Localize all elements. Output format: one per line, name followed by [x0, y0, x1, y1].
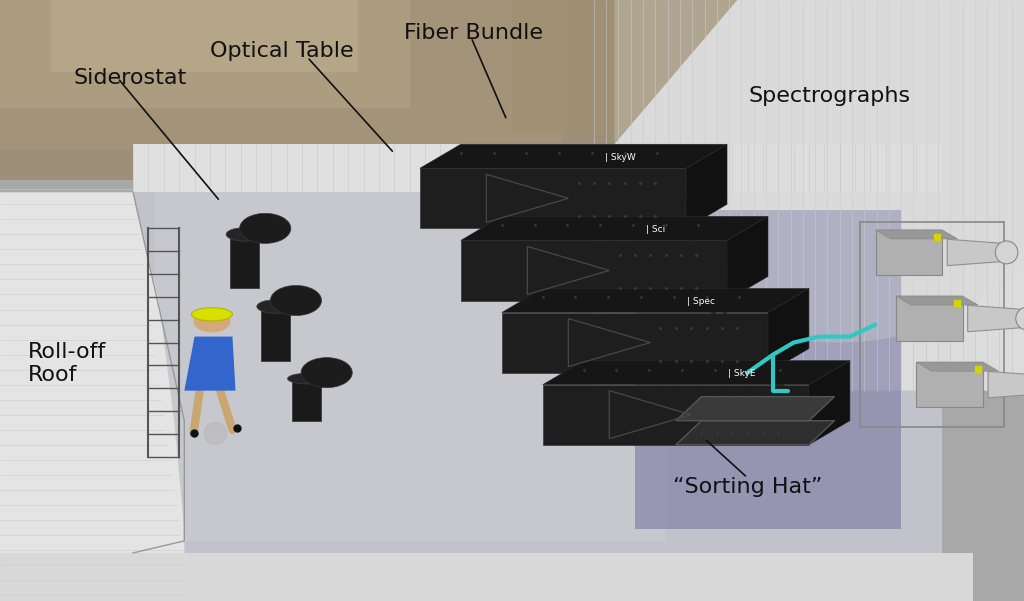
Polygon shape [420, 144, 727, 168]
Polygon shape [154, 192, 666, 541]
Polygon shape [230, 234, 259, 288]
Text: Spectrographs: Spectrographs [749, 86, 910, 106]
Polygon shape [51, 0, 358, 72]
Text: | SkyW: | SkyW [605, 153, 636, 162]
Polygon shape [594, 0, 1024, 391]
Circle shape [301, 358, 352, 388]
Polygon shape [676, 421, 835, 445]
Text: | Sci: | Sci [646, 225, 666, 234]
Text: | SkyE: | SkyE [728, 370, 756, 378]
Polygon shape [292, 379, 321, 421]
Text: Roll-off
Roof: Roll-off Roof [28, 342, 106, 385]
Polygon shape [133, 180, 942, 553]
Polygon shape [896, 296, 978, 305]
Circle shape [270, 285, 322, 316]
Ellipse shape [226, 228, 263, 241]
Text: Fiber Bundle: Fiber Bundle [404, 23, 544, 43]
Polygon shape [543, 361, 850, 385]
Polygon shape [512, 0, 768, 132]
Polygon shape [461, 240, 727, 300]
Polygon shape [0, 192, 184, 601]
Polygon shape [676, 397, 835, 421]
Text: Siderostat: Siderostat [74, 68, 187, 88]
Polygon shape [768, 288, 809, 373]
Polygon shape [947, 239, 1004, 266]
Polygon shape [635, 210, 901, 529]
Polygon shape [968, 305, 1024, 332]
Ellipse shape [257, 300, 294, 313]
Polygon shape [727, 216, 768, 300]
Polygon shape [896, 296, 963, 341]
Polygon shape [133, 144, 942, 192]
Ellipse shape [1016, 307, 1024, 330]
Polygon shape [916, 362, 983, 407]
Polygon shape [184, 337, 236, 391]
Text: Optical Table: Optical Table [210, 41, 353, 61]
Polygon shape [461, 216, 768, 240]
Polygon shape [686, 144, 727, 228]
Polygon shape [502, 288, 809, 313]
Polygon shape [809, 361, 850, 445]
Polygon shape [0, 0, 1024, 180]
Polygon shape [916, 362, 998, 371]
Text: “Sorting Hat”: “Sorting Hat” [673, 477, 822, 497]
Ellipse shape [191, 308, 232, 321]
Polygon shape [0, 0, 563, 150]
Circle shape [240, 213, 291, 243]
Polygon shape [543, 385, 809, 445]
Polygon shape [502, 313, 768, 373]
Ellipse shape [288, 373, 325, 384]
Polygon shape [261, 307, 290, 361]
Polygon shape [988, 371, 1024, 398]
Polygon shape [0, 553, 973, 601]
Polygon shape [0, 0, 410, 108]
Polygon shape [876, 230, 957, 239]
Ellipse shape [995, 241, 1018, 264]
Circle shape [194, 311, 230, 332]
Text: | Spec: | Spec [687, 297, 715, 306]
Polygon shape [876, 230, 942, 275]
Polygon shape [420, 168, 686, 228]
